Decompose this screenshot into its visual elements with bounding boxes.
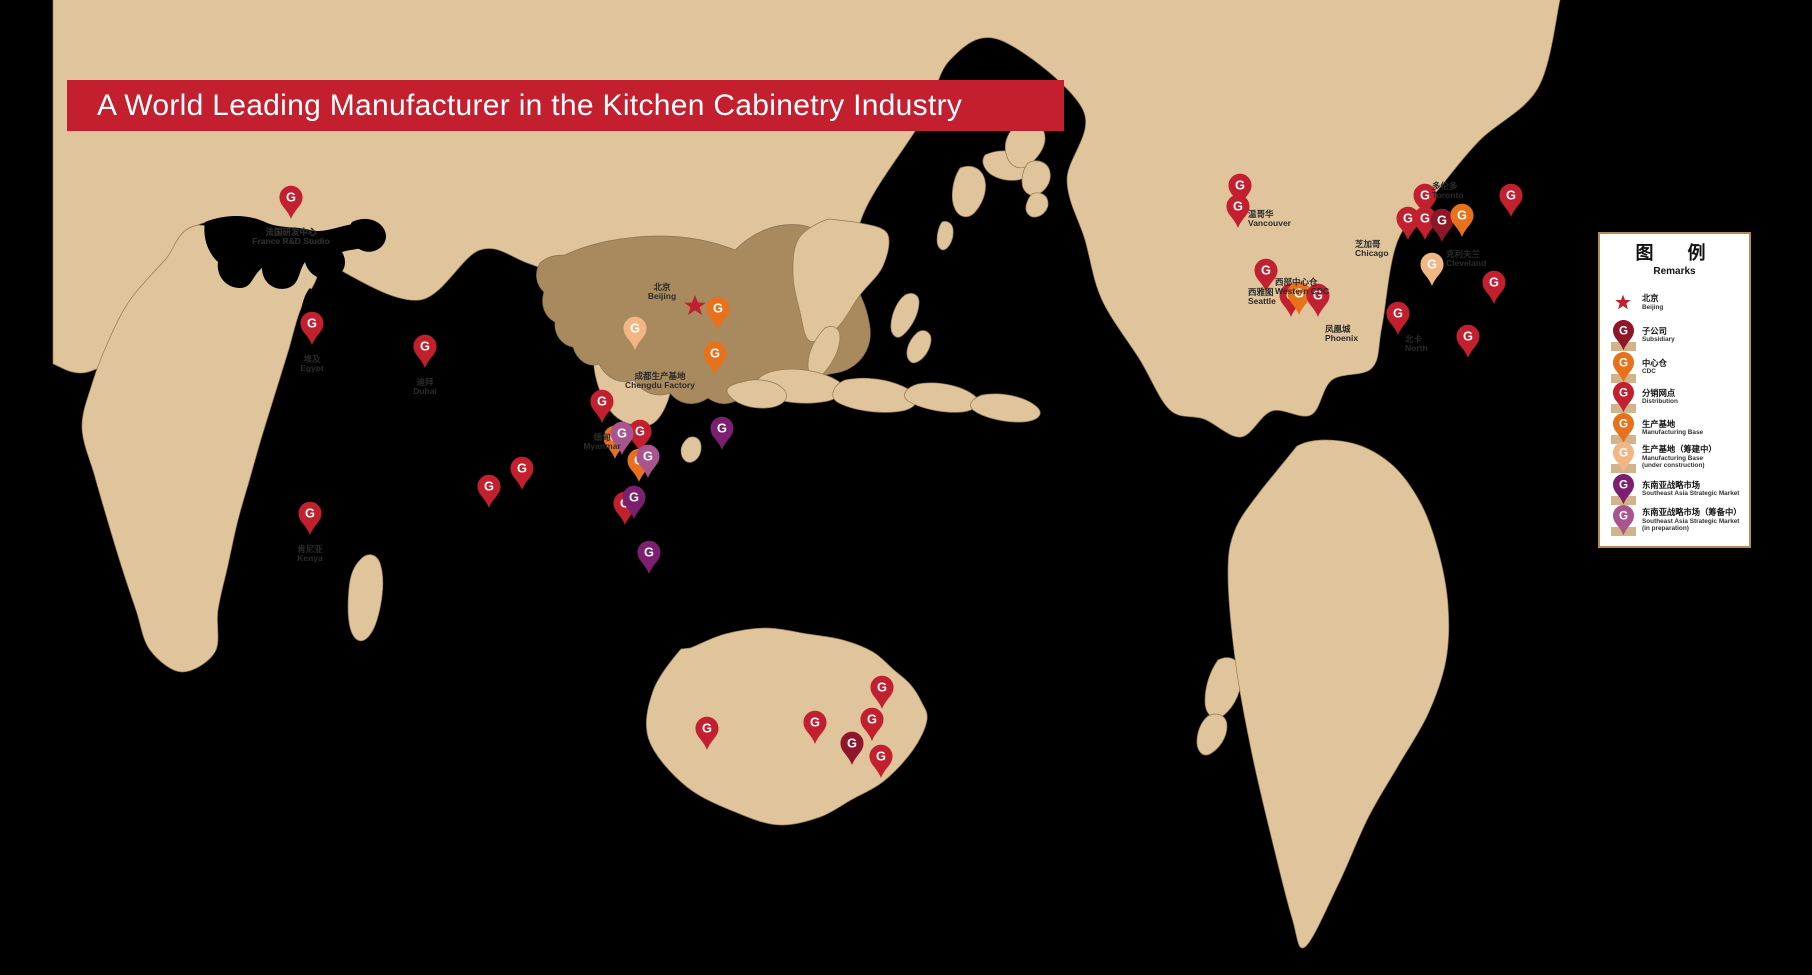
svg-text:G: G bbox=[810, 715, 820, 730]
svg-text:G: G bbox=[1393, 306, 1403, 321]
svg-text:G: G bbox=[484, 479, 494, 494]
svg-text:G: G bbox=[1313, 288, 1323, 303]
svg-text:G: G bbox=[617, 426, 627, 441]
svg-text:G: G bbox=[1403, 211, 1413, 226]
svg-text:G: G bbox=[629, 490, 639, 505]
svg-text:G: G bbox=[1618, 357, 1627, 370]
svg-text:G: G bbox=[1420, 188, 1430, 203]
svg-text:G: G bbox=[1235, 178, 1245, 193]
svg-text:G: G bbox=[420, 339, 430, 354]
svg-text:G: G bbox=[517, 461, 527, 476]
svg-text:G: G bbox=[710, 346, 720, 361]
svg-text:G: G bbox=[1618, 418, 1627, 431]
svg-text:G: G bbox=[1489, 275, 1499, 290]
svg-text:G: G bbox=[307, 316, 317, 331]
svg-text:G: G bbox=[644, 545, 654, 560]
svg-text:G: G bbox=[702, 721, 712, 736]
svg-text:G: G bbox=[847, 736, 857, 751]
svg-text:G: G bbox=[1463, 329, 1473, 344]
svg-text:G: G bbox=[1618, 479, 1627, 492]
svg-text:G: G bbox=[286, 190, 296, 205]
svg-text:G: G bbox=[1427, 257, 1437, 272]
svg-text:G: G bbox=[867, 712, 877, 727]
svg-text:G: G bbox=[597, 394, 607, 409]
svg-text:G: G bbox=[717, 421, 727, 436]
svg-text:G: G bbox=[1420, 211, 1430, 226]
svg-text:G: G bbox=[1233, 199, 1243, 214]
svg-text:G: G bbox=[1618, 387, 1627, 400]
svg-text:G: G bbox=[1618, 447, 1627, 460]
svg-text:G: G bbox=[630, 321, 640, 336]
svg-text:G: G bbox=[1437, 213, 1447, 228]
svg-text:G: G bbox=[1506, 188, 1516, 203]
svg-text:G: G bbox=[1618, 510, 1627, 523]
svg-text:G: G bbox=[1618, 325, 1627, 338]
svg-text:G: G bbox=[305, 506, 315, 521]
svg-text:G: G bbox=[1294, 286, 1304, 301]
svg-text:G: G bbox=[643, 449, 653, 464]
svg-text:G: G bbox=[877, 680, 887, 695]
svg-text:G: G bbox=[1457, 208, 1467, 223]
svg-text:G: G bbox=[1261, 263, 1271, 278]
svg-text:G: G bbox=[876, 749, 886, 764]
svg-text:G: G bbox=[635, 424, 645, 439]
svg-text:G: G bbox=[713, 301, 723, 316]
